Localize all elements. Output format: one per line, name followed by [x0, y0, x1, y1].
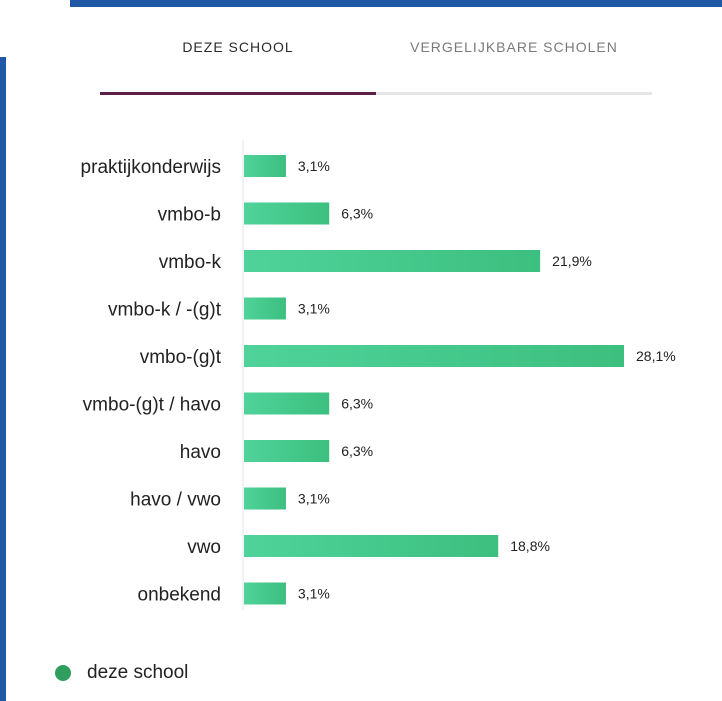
category-label: onbekend — [138, 585, 221, 606]
tab-vergelijkbare-scholen[interactable]: VERGELIJKBARE SCHOLEN — [410, 39, 618, 55]
bar — [244, 487, 286, 510]
category-label: vmbo-k / -(g)t — [108, 300, 222, 321]
legend-label: deze school — [87, 662, 189, 683]
tab-underline-active — [100, 92, 376, 95]
bar-value-label: 3,1% — [298, 586, 330, 602]
bar-value-label: 18,8% — [510, 538, 550, 554]
bar-value-label: 3,1% — [298, 491, 330, 507]
top-accent-bar — [70, 0, 722, 7]
tab-bar: DEZE SCHOOL VERGELIJKBARE SCHOLEN — [100, 22, 652, 95]
bar-value-label: 6,3% — [341, 443, 373, 459]
category-label: havo / vwo — [130, 490, 221, 511]
category-label: havo — [180, 442, 221, 463]
category-label: vmbo-(g)t / havo — [83, 395, 221, 416]
legend-marker — [55, 665, 71, 681]
bar-chart: praktijkonderwijs 3,1% vmbo-b 6,3% vmbo-k 21,… — [81, 140, 676, 610]
bar-value-label: 3,1% — [298, 301, 330, 317]
category-label: vmbo-(g)t — [140, 347, 222, 368]
bar-value-label: 3,1% — [298, 158, 330, 174]
bar — [244, 202, 330, 225]
bar — [244, 535, 499, 557]
bar — [244, 392, 330, 415]
bar — [244, 582, 286, 605]
category-label: praktijkonderwijs — [81, 157, 221, 178]
bar-value-label: 21,9% — [552, 253, 592, 269]
bar — [244, 440, 330, 462]
tab-underline-track — [100, 92, 652, 95]
bar — [244, 345, 624, 367]
category-label: vmbo-b — [158, 205, 221, 226]
bar — [244, 250, 541, 272]
category-label: vmbo-k — [159, 252, 222, 273]
bar-value-label: 6,3% — [341, 396, 373, 412]
tab-deze-school[interactable]: DEZE SCHOOL — [182, 39, 294, 55]
category-label: vwo — [187, 537, 221, 558]
left-accent-bar — [0, 57, 6, 701]
bar — [244, 155, 286, 177]
chart-legend: deze school — [55, 662, 188, 684]
bar — [244, 297, 286, 320]
bar-value-label: 6,3% — [341, 206, 373, 222]
bar-value-label: 28,1% — [636, 348, 676, 364]
